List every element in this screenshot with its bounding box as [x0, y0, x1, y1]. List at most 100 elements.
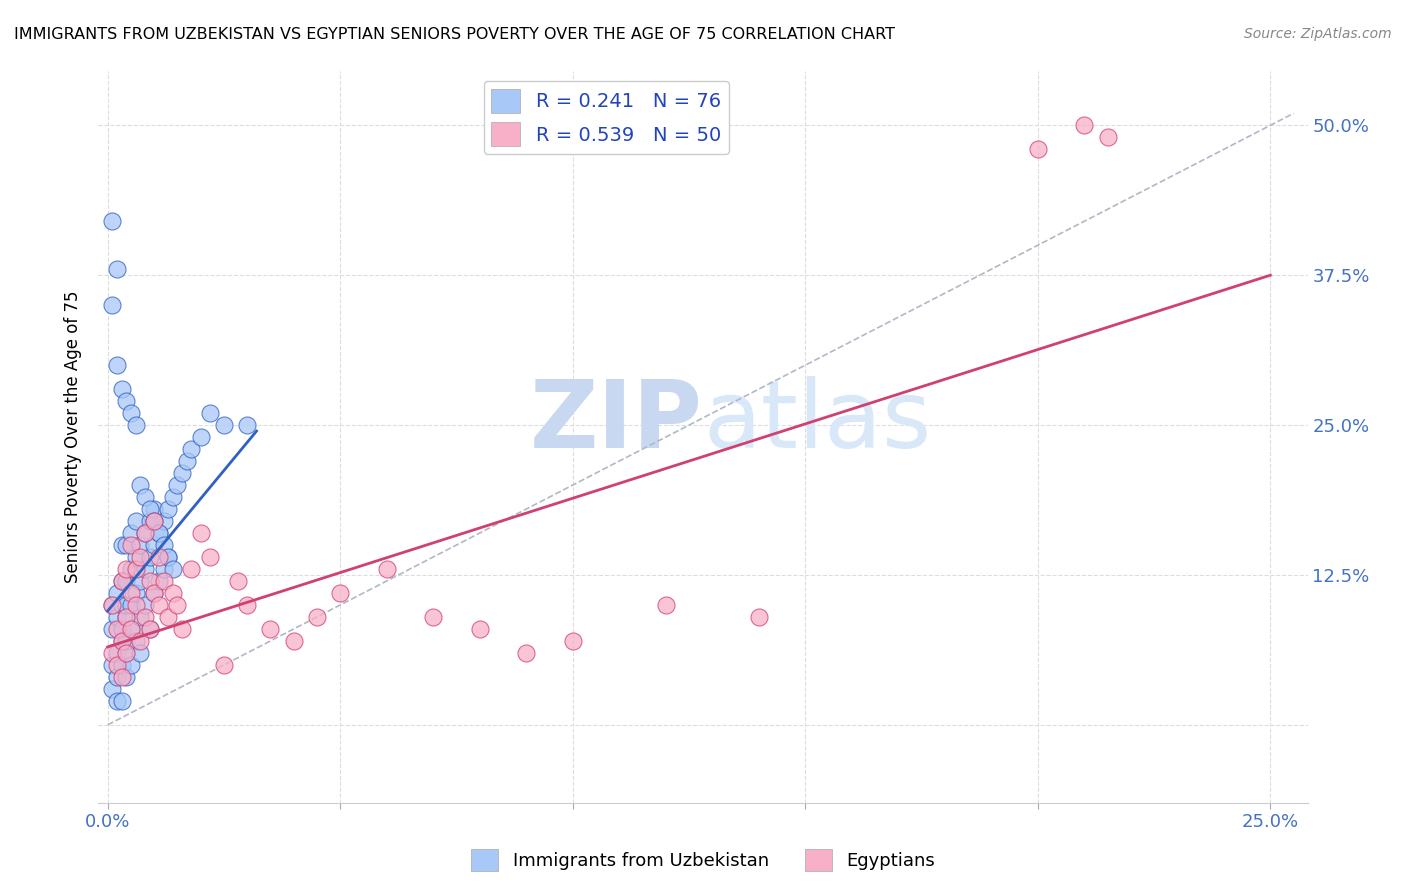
Text: IMMIGRANTS FROM UZBEKISTAN VS EGYPTIAN SENIORS POVERTY OVER THE AGE OF 75 CORREL: IMMIGRANTS FROM UZBEKISTAN VS EGYPTIAN S… [14, 27, 896, 42]
Point [124, 418, 146, 433]
Point [115, 646, 138, 660]
Point [115, 394, 138, 409]
Point [375, 562, 398, 576]
Point [105, 610, 128, 624]
Point [134, 526, 156, 541]
Point [111, 657, 134, 672]
Point [305, 610, 328, 624]
Point [124, 562, 146, 576]
Point [655, 598, 678, 612]
Point [111, 574, 134, 588]
Point [148, 574, 170, 588]
Point [129, 549, 152, 564]
Point [157, 549, 180, 564]
Point [101, 681, 124, 696]
Point [1026, 142, 1049, 156]
Point [236, 418, 259, 433]
Legend: Immigrants from Uzbekistan, Egyptians: Immigrants from Uzbekistan, Egyptians [464, 842, 942, 879]
Point [120, 538, 142, 552]
Point [134, 490, 156, 504]
Point [172, 466, 194, 480]
Point [124, 514, 146, 528]
Point [115, 646, 138, 660]
Point [212, 418, 235, 433]
Point [129, 646, 152, 660]
Point [115, 634, 138, 648]
Point [101, 657, 124, 672]
Point [111, 634, 134, 648]
Point [422, 610, 444, 624]
Legend: R = 0.241   N = 76, R = 0.539   N = 50: R = 0.241 N = 76, R = 0.539 N = 50 [484, 81, 730, 153]
Point [134, 562, 156, 576]
Point [120, 657, 142, 672]
Point [157, 549, 180, 564]
Point [148, 526, 170, 541]
Point [212, 657, 235, 672]
Point [111, 538, 134, 552]
Point [166, 598, 188, 612]
Point [748, 610, 770, 624]
Point [105, 670, 128, 684]
Point [152, 514, 174, 528]
Point [162, 586, 184, 600]
Point [105, 657, 128, 672]
Point [101, 622, 124, 636]
Point [101, 214, 124, 228]
Point [148, 598, 170, 612]
Point [1097, 130, 1119, 145]
Text: Source: ZipAtlas.com: Source: ZipAtlas.com [1244, 27, 1392, 41]
Point [162, 562, 184, 576]
Point [226, 574, 249, 588]
Point [468, 622, 491, 636]
Point [105, 622, 128, 636]
Point [120, 622, 142, 636]
Point [172, 622, 194, 636]
Point [124, 549, 146, 564]
Point [120, 586, 142, 600]
Point [111, 598, 134, 612]
Point [152, 538, 174, 552]
Point [129, 634, 152, 648]
Point [115, 574, 138, 588]
Point [236, 598, 259, 612]
Point [120, 622, 142, 636]
Point [138, 514, 160, 528]
Point [190, 526, 212, 541]
Point [101, 598, 124, 612]
Point [105, 262, 128, 277]
Point [101, 598, 124, 612]
Point [129, 478, 152, 492]
Point [120, 526, 142, 541]
Point [143, 538, 166, 552]
Point [138, 622, 160, 636]
Point [111, 670, 134, 684]
Point [111, 622, 134, 636]
Point [111, 382, 134, 396]
Y-axis label: Seniors Poverty Over the Age of 75: Seniors Poverty Over the Age of 75 [65, 291, 83, 583]
Point [515, 646, 537, 660]
Point [124, 634, 146, 648]
Point [115, 670, 138, 684]
Point [329, 586, 352, 600]
Point [120, 406, 142, 420]
Point [180, 442, 202, 456]
Point [152, 562, 174, 576]
Point [134, 610, 156, 624]
Point [129, 610, 152, 624]
Point [1073, 118, 1095, 132]
Point [259, 622, 281, 636]
Point [190, 430, 212, 444]
Point [129, 574, 152, 588]
Point [111, 574, 134, 588]
Point [148, 549, 170, 564]
Point [134, 598, 156, 612]
Point [134, 526, 156, 541]
Text: atlas: atlas [703, 376, 931, 468]
Point [561, 634, 583, 648]
Point [138, 574, 160, 588]
Point [115, 610, 138, 624]
Point [198, 406, 221, 420]
Point [120, 562, 142, 576]
Point [105, 694, 128, 708]
Point [152, 574, 174, 588]
